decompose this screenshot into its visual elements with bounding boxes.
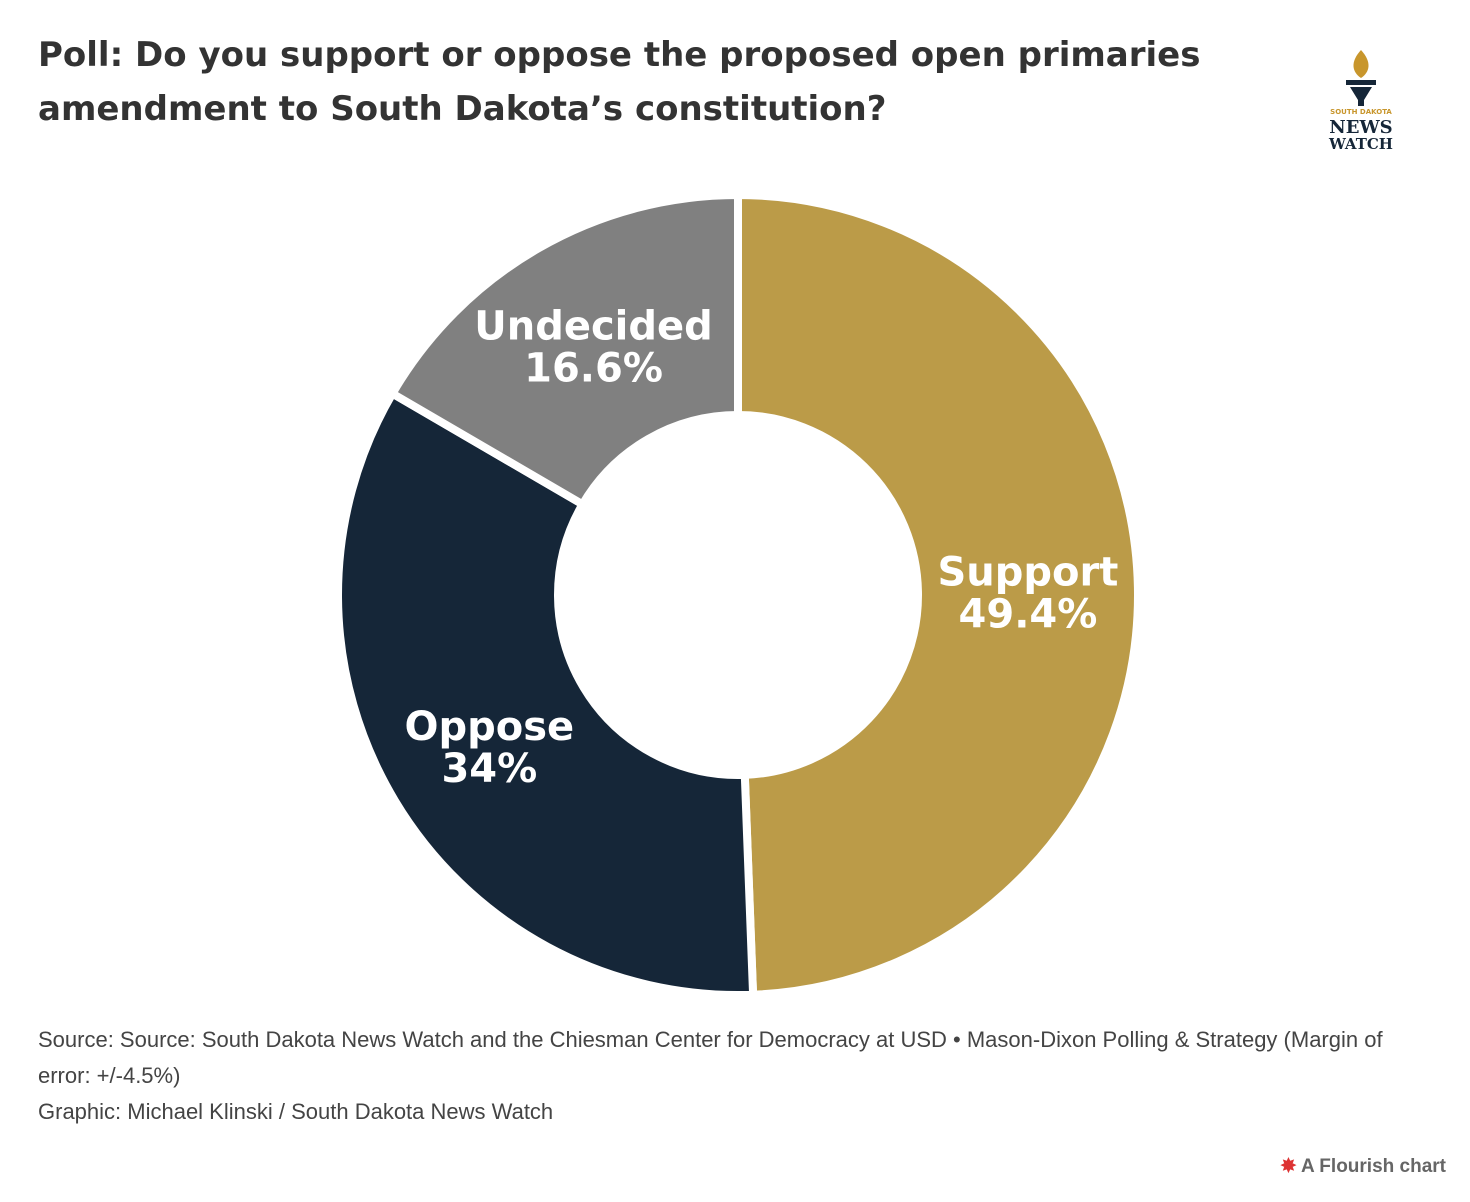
slice-label: Support <box>938 550 1119 596</box>
logo-torch <box>1346 80 1376 85</box>
slice-value-label: 49.4% <box>959 592 1098 638</box>
logo-text: WATCH <box>1328 135 1393 153</box>
credit-note: Graphic: Michael Klinski / South Dakota … <box>38 1099 554 1124</box>
pie-slice <box>388 191 742 509</box>
logo-flame <box>1353 50 1369 78</box>
source-note: Source: Source: South Dakota News Watch … <box>38 1027 1383 1088</box>
logo-torch <box>1350 87 1372 106</box>
slice-label: Undecided <box>474 304 713 350</box>
footer-text: A Flourish chart <box>1301 1156 1446 1177</box>
chart-title: Poll: Do you support or oppose the propo… <box>38 35 1201 129</box>
pie-slice <box>734 191 1143 999</box>
slice-value-label: 16.6% <box>524 346 663 392</box>
logo-text: NEWS <box>1329 117 1392 138</box>
pie-slice <box>334 389 758 999</box>
logo: SOUTH DAKOTA NEWS WATCH <box>1328 50 1393 153</box>
flourish-credit[interactable]: ✸ A Flourish chart <box>1281 1155 1446 1178</box>
logo-text: SOUTH DAKOTA <box>1330 108 1392 116</box>
slice-label: Oppose <box>404 704 574 750</box>
flourish-icon: ✸ <box>1280 1156 1297 1177</box>
slice-value-label: 34% <box>441 746 537 792</box>
